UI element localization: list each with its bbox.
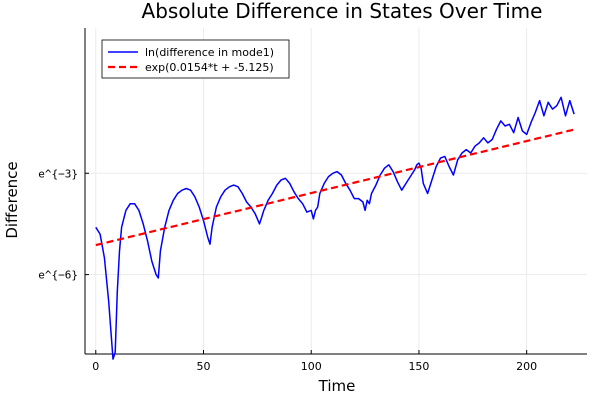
legend-label-series-1: ln(difference in mode1) [145, 46, 274, 59]
x-tick-label: 0 [92, 360, 99, 373]
x-tick-label: 100 [301, 360, 322, 373]
series-line-2 [95, 128, 575, 247]
x-axis-label: Time [318, 377, 356, 395]
chart-title: Absolute Difference in States Over Time [142, 0, 543, 23]
y-tick-label: e^{−3} [38, 167, 78, 180]
y-tick-label: e^{−6} [38, 269, 78, 282]
x-tick-label: 200 [516, 360, 537, 373]
legend-box [101, 39, 290, 79]
x-tick-label: 150 [408, 360, 429, 373]
ticks: 0 50 100 150 200 e^{−3} e^{−6} [38, 167, 537, 373]
legend: ln(difference in mode1) exp(0.0154*t + -… [101, 39, 290, 79]
y-axis-label: Difference [3, 161, 21, 238]
series-line-1 [95, 96, 575, 360]
axes [84, 28, 587, 355]
grid [85, 28, 587, 354]
plot-series [95, 96, 575, 360]
x-tick-label: 50 [196, 360, 210, 373]
legend-label-series-2: exp(0.0154*t + -5.125) [145, 61, 274, 74]
